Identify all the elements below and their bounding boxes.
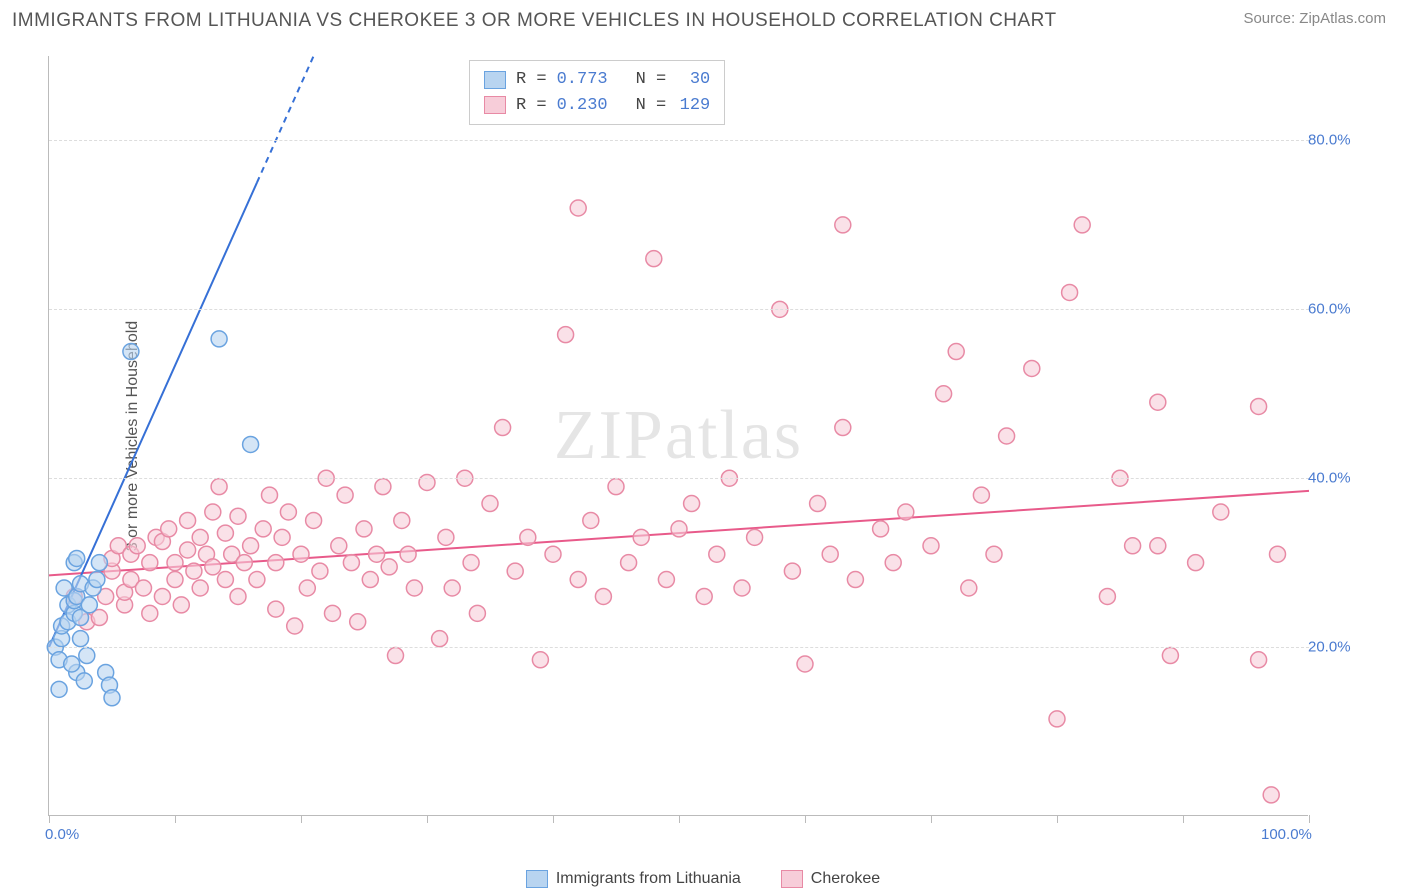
gridline [49,309,1309,310]
chart-container: 3 or more Vehicles in Household ZIPatlas… [48,56,1356,816]
chart-title: IMMIGRANTS FROM LITHUANIA VS CHEROKEE 3 … [12,10,1057,32]
legend-label: Immigrants from Lithuania [556,870,741,888]
gridline [49,140,1309,141]
series-swatch [781,870,803,888]
stats-legend: R = 0.773 N = 30 R = 0.230 N = 129 [469,60,725,125]
n-value: 30 [676,67,710,93]
x-tick [805,815,806,823]
legend-item: Immigrants from Lithuania [526,870,741,888]
source-label: Source: ZipAtlas.com [1243,10,1386,27]
x-tick [49,815,50,823]
x-tick-label: 100.0% [1261,826,1312,843]
bottom-legend: Immigrants from Lithuania Cherokee [0,870,1406,888]
legend-item: Cherokee [781,870,880,888]
y-tick-label: 80.0% [1308,132,1356,149]
gridline [49,647,1309,648]
stats-row: R = 0.230 N = 129 [484,93,710,119]
x-tick [679,815,680,823]
r-value: 0.230 [557,93,608,119]
x-tick [1057,815,1058,823]
n-label: N = [636,67,667,93]
n-value: 129 [676,93,710,119]
y-tick-label: 20.0% [1308,639,1356,656]
x-tick-label: 0.0% [45,826,79,843]
scatter-svg [49,56,1309,816]
r-label: R = [516,93,547,119]
stats-row: R = 0.773 N = 30 [484,67,710,93]
gridline [49,478,1309,479]
x-tick [553,815,554,823]
y-tick-label: 60.0% [1308,301,1356,318]
legend-label: Cherokee [811,870,880,888]
n-label: N = [636,93,667,119]
plot-area: ZIPatlas R =0.773N =30R =0.230N =129 20.… [48,56,1308,816]
x-tick [1183,815,1184,823]
series-swatch [526,870,548,888]
series-swatch [484,96,506,114]
x-tick [931,815,932,823]
x-tick [427,815,428,823]
series-swatch [484,71,506,89]
r-label: R = [516,67,547,93]
x-tick [175,815,176,823]
y-tick-label: 40.0% [1308,470,1356,487]
x-tick [1309,815,1310,823]
x-tick [301,815,302,823]
r-value: 0.773 [557,67,608,93]
